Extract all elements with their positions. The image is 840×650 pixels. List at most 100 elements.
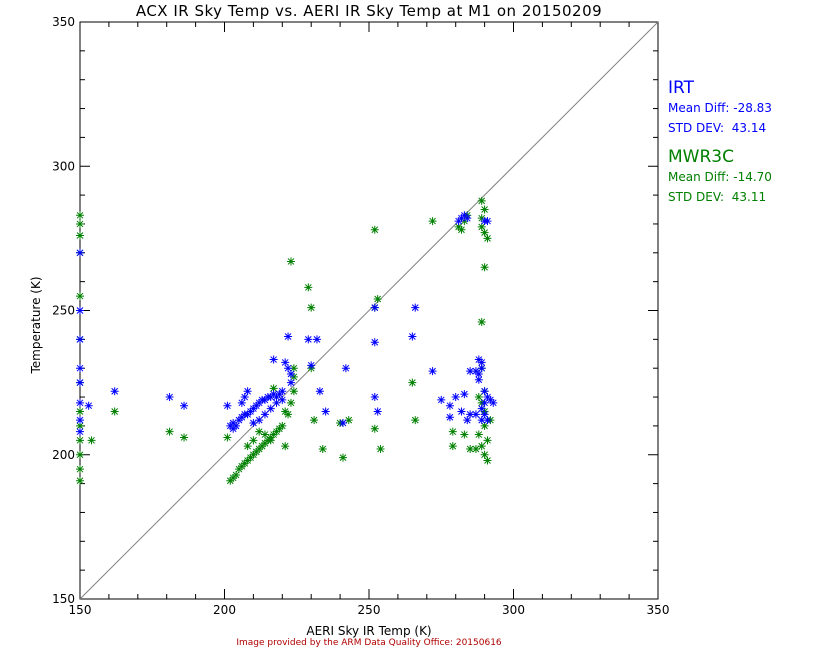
data-point xyxy=(483,234,492,243)
data-point xyxy=(307,303,316,312)
data-point xyxy=(260,430,269,439)
data-point xyxy=(448,442,457,451)
x-tick-label: 300 xyxy=(502,603,525,617)
mean-diff-value: -28.83 xyxy=(733,101,772,115)
data-point xyxy=(483,456,492,465)
data-point xyxy=(269,355,278,364)
data-point xyxy=(477,318,486,327)
data-point xyxy=(480,205,489,214)
data-point xyxy=(76,378,84,387)
x-tick-label: 250 xyxy=(358,603,381,617)
data-point xyxy=(304,335,313,344)
data-point xyxy=(76,416,84,425)
std-dev-label: STD DEV: xyxy=(668,121,725,135)
data-point xyxy=(286,369,295,378)
data-point xyxy=(480,410,489,419)
data-point xyxy=(278,421,287,430)
data-point xyxy=(483,217,492,226)
data-point xyxy=(477,358,486,367)
axis-ticks: 150 200 250 300 350 150 200 250 300 350 xyxy=(52,15,669,617)
data-point xyxy=(76,335,84,344)
data-point xyxy=(310,416,319,425)
data-point xyxy=(165,393,174,402)
data-point xyxy=(284,410,293,419)
mean-diff-label: Mean Diff: xyxy=(668,101,730,115)
data-point xyxy=(474,375,483,384)
data-point xyxy=(286,257,295,266)
y-tick-label: 350 xyxy=(52,15,75,29)
std-dev-value: 43.14 xyxy=(731,121,767,135)
y-tick-label: 300 xyxy=(52,159,75,173)
data-point xyxy=(281,442,290,451)
data-point xyxy=(243,442,252,451)
data-point xyxy=(307,361,316,370)
data-point xyxy=(76,398,84,407)
data-point xyxy=(286,398,295,407)
x-tick-label: 150 xyxy=(69,603,92,617)
data-point xyxy=(428,217,437,226)
data-point xyxy=(471,410,480,419)
data-point xyxy=(463,214,472,223)
x-tick-label: 200 xyxy=(213,603,236,617)
data-point xyxy=(281,358,290,367)
legend-series-name: IRT xyxy=(668,78,694,98)
data-point xyxy=(370,393,379,402)
legend-mean-diff: Mean Diff: -28.83 xyxy=(668,98,772,118)
data-point xyxy=(255,416,264,425)
data-point xyxy=(477,416,486,425)
data-point xyxy=(110,387,119,396)
data-point xyxy=(165,427,174,436)
legend-std-dev: STD DEV: 43.14 xyxy=(668,118,772,138)
data-point xyxy=(286,378,295,387)
data-point xyxy=(466,444,475,453)
data-point xyxy=(304,283,313,292)
data-point xyxy=(451,393,460,402)
data-point xyxy=(237,398,246,407)
data-point xyxy=(370,338,379,347)
mean-diff-label: Mean Diff: xyxy=(668,170,730,184)
data-point xyxy=(87,436,96,445)
data-point xyxy=(272,398,281,407)
data-point xyxy=(232,470,241,479)
data-point xyxy=(318,444,327,453)
std-dev-label: STD DEV: xyxy=(668,190,725,204)
data-point xyxy=(180,401,189,410)
data-point xyxy=(266,436,275,445)
data-point xyxy=(489,398,498,407)
data-point xyxy=(480,450,489,459)
data-point xyxy=(249,436,258,445)
data-point xyxy=(240,393,249,402)
data-point xyxy=(76,421,84,430)
data-point xyxy=(278,395,287,404)
data-point xyxy=(284,332,293,341)
data-point xyxy=(338,453,347,462)
data-point xyxy=(483,436,492,445)
data-point xyxy=(315,387,324,396)
data-point xyxy=(321,407,330,416)
data-point xyxy=(260,410,269,419)
data-point xyxy=(411,303,420,312)
data-point xyxy=(243,387,252,396)
data-point xyxy=(76,364,84,373)
data-point xyxy=(76,248,84,257)
data-point xyxy=(408,378,417,387)
data-point xyxy=(284,364,293,373)
data-point xyxy=(76,450,84,459)
legend-std-dev: STD DEV: 43.11 xyxy=(668,187,772,207)
data-point xyxy=(278,387,287,396)
data-point xyxy=(76,407,84,416)
series-irt xyxy=(76,211,498,436)
data-point xyxy=(373,294,382,303)
data-point xyxy=(428,367,437,376)
data-point xyxy=(477,196,486,205)
data-point xyxy=(411,416,420,425)
data-point xyxy=(466,367,475,376)
legend-series-name: MWR3C xyxy=(668,147,734,167)
data-point xyxy=(84,401,93,410)
data-point xyxy=(76,436,84,445)
data-point xyxy=(408,332,417,341)
data-point xyxy=(474,393,483,402)
data-point xyxy=(76,219,84,228)
data-point xyxy=(223,433,232,442)
data-point xyxy=(76,292,84,301)
